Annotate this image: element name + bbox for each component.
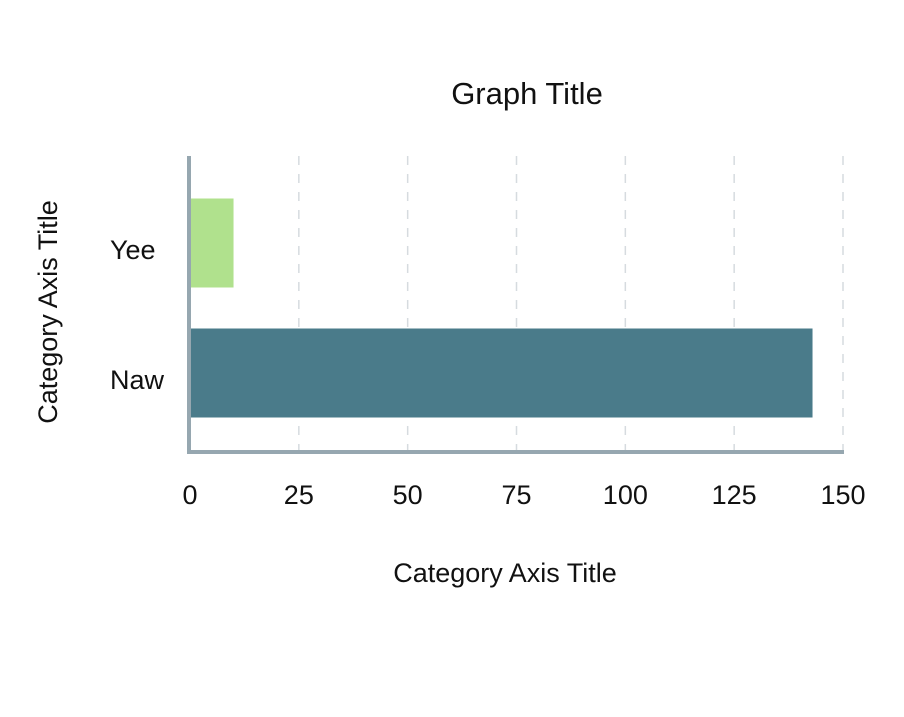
x-tick-label-5: 125 [712,480,757,510]
x-tick-labels: 0 25 50 75 100 125 150 [182,480,865,510]
x-tick-label-1: 25 [284,480,314,510]
bars [190,198,813,418]
gridlines [298,156,844,450]
x-tick-label-6: 150 [820,480,865,510]
axes [187,156,844,454]
x-tick-label-0: 0 [182,480,197,510]
bar-yee [190,198,234,288]
y-axis-title: Category Axis Title [33,200,63,424]
x-tick-label-3: 75 [501,480,531,510]
x-tick-label-4: 100 [603,480,648,510]
category-label-naw: Naw [110,365,165,395]
chart-title: Graph Title [451,76,603,111]
bar-naw [190,328,813,418]
x-tick-label-2: 50 [393,480,423,510]
category-labels: Yee Naw [110,235,165,395]
category-label-yee: Yee [110,235,156,265]
x-axis-title: Category Axis Title [393,558,617,588]
